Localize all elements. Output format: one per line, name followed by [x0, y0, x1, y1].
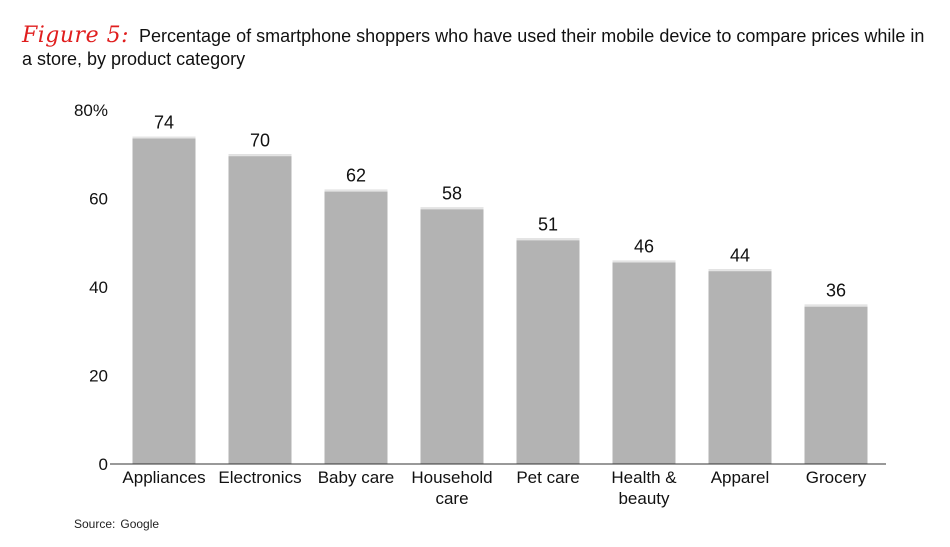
chart-title: Percentage of smartphone shoppers who ha… [22, 26, 925, 69]
bar [132, 136, 196, 465]
y-axis: 0 20 40 60 80% [74, 101, 108, 474]
source-value: Google [120, 517, 160, 531]
bar [612, 260, 676, 464]
category-label: beauty [618, 489, 670, 508]
bar [516, 238, 580, 464]
bar-value-label: 46 [634, 236, 654, 256]
bar-value-label: 51 [538, 214, 558, 234]
bar [324, 189, 388, 464]
category-label: Apparel [711, 468, 770, 487]
bar [708, 269, 772, 464]
bar-value-label: 74 [154, 113, 174, 133]
y-tick-label: 40 [89, 278, 108, 297]
y-tick-label: 80% [74, 101, 108, 120]
category-label: Health & [611, 468, 677, 487]
chart-title-block: Figure 5: Percentage of smartphone shoppe… [22, 24, 932, 71]
figure-label: Figure 5: [22, 23, 129, 48]
bar-value-label: 70 [250, 130, 270, 150]
source-note: Source: Google [74, 517, 159, 531]
bar-value-label: 36 [826, 281, 846, 301]
category-label: care [435, 489, 468, 508]
bars: 74 70 62 58 51 46 44 36 [132, 113, 868, 465]
bar [804, 304, 868, 464]
bar [228, 154, 292, 464]
category-label: Baby care [318, 468, 395, 487]
category-label: Household [411, 468, 492, 487]
bar-value-label: 58 [442, 183, 462, 203]
bar [420, 207, 484, 464]
bar-value-label: 62 [346, 166, 366, 186]
y-tick-label: 20 [89, 367, 108, 386]
source-label: Source: [74, 517, 116, 531]
category-label: Pet care [516, 468, 579, 487]
y-tick-label: 60 [89, 190, 108, 209]
category-label: Electronics [218, 468, 301, 487]
category-label: Appliances [122, 468, 205, 487]
category-label: Grocery [806, 468, 867, 487]
y-tick-label: 0 [99, 455, 108, 474]
bar-value-label: 44 [730, 245, 750, 265]
x-axis: Appliances Electronics Baby care Household c… [110, 463, 886, 508]
